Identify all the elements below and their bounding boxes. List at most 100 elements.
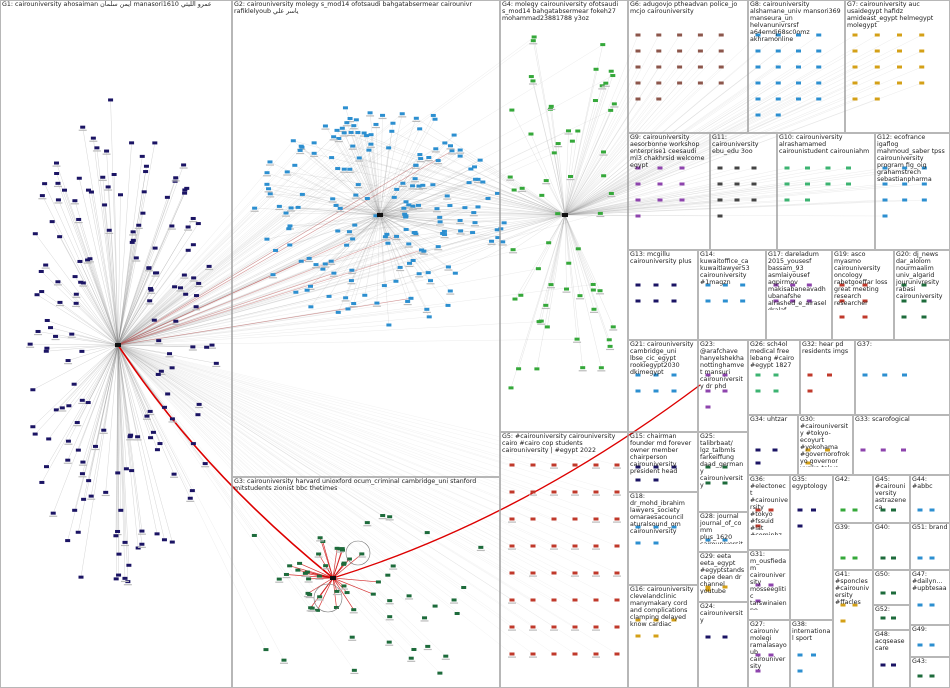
node-label-bar (282, 576, 291, 579)
node-label-bar (332, 593, 341, 596)
node (209, 343, 215, 347)
edge (87, 344, 119, 403)
edge (117, 188, 187, 346)
node (921, 299, 927, 303)
edge (74, 344, 119, 511)
node (852, 603, 858, 607)
edge (117, 344, 576, 493)
node (165, 392, 171, 396)
group-label: G37: (857, 341, 873, 348)
node (80, 281, 86, 285)
edge (564, 82, 659, 216)
node (551, 625, 557, 629)
node (530, 79, 536, 83)
edge (117, 257, 137, 346)
node (457, 154, 463, 158)
node-label-bar (447, 153, 456, 155)
edge (270, 193, 381, 216)
edge (117, 260, 414, 346)
node-label-bar (441, 658, 450, 660)
edge (117, 193, 498, 346)
node-label-bar (328, 201, 337, 203)
edge (117, 344, 513, 601)
node (307, 592, 313, 596)
edge (564, 193, 612, 216)
node-label-bar (420, 620, 429, 622)
edge (117, 165, 295, 346)
edge (332, 198, 381, 216)
node (80, 460, 86, 464)
node (518, 293, 524, 297)
group-box (628, 340, 698, 432)
edge (564, 114, 759, 216)
edge (379, 214, 409, 245)
edge (344, 169, 381, 216)
edge (117, 344, 151, 412)
node (572, 463, 578, 467)
node-label-bar (613, 467, 621, 469)
node (653, 618, 659, 622)
node-label-bar (426, 283, 435, 285)
node (679, 182, 685, 186)
edge (301, 147, 381, 216)
node (755, 508, 761, 512)
node (69, 332, 75, 336)
edge (117, 288, 151, 346)
edge (474, 214, 566, 223)
edge (564, 66, 659, 216)
node (880, 663, 886, 667)
edge (266, 172, 381, 216)
edge (379, 214, 397, 237)
group-box (766, 250, 832, 340)
node-label-bar (613, 494, 621, 496)
edge (564, 199, 683, 216)
node (323, 564, 329, 568)
node (190, 216, 196, 220)
edge (48, 344, 119, 440)
node (635, 525, 641, 529)
node-label-bar (53, 284, 62, 286)
edge (541, 214, 566, 322)
node (306, 577, 312, 581)
node-label-bar (371, 126, 380, 129)
node (671, 299, 677, 303)
node (929, 643, 935, 647)
node (432, 117, 438, 121)
node (551, 598, 557, 602)
node (334, 128, 340, 132)
node (512, 297, 518, 301)
node-label-bar (613, 521, 621, 523)
node (840, 603, 846, 607)
node (441, 229, 447, 233)
node-label-bar (431, 151, 440, 153)
edge (117, 344, 126, 579)
node (85, 401, 91, 405)
node (717, 166, 723, 170)
edge (564, 34, 680, 216)
node (921, 315, 927, 319)
node (580, 366, 586, 370)
edge (379, 193, 498, 216)
edge (379, 184, 433, 216)
node (511, 188, 517, 192)
node-label-bar (142, 418, 151, 420)
node-label-bar (186, 500, 195, 502)
edge (117, 231, 445, 346)
edge (95, 344, 119, 447)
node (424, 531, 430, 535)
node (718, 33, 724, 37)
edge (117, 205, 337, 346)
edge (266, 184, 381, 216)
edge (117, 191, 145, 346)
edge (74, 276, 119, 346)
node-label-bar (83, 262, 92, 264)
node (421, 249, 427, 253)
node-label-bar (340, 171, 349, 173)
node (322, 124, 328, 128)
node (734, 198, 740, 202)
node (478, 545, 484, 549)
node (417, 127, 423, 131)
edge (117, 344, 173, 369)
node (122, 540, 128, 544)
edge (564, 141, 573, 216)
